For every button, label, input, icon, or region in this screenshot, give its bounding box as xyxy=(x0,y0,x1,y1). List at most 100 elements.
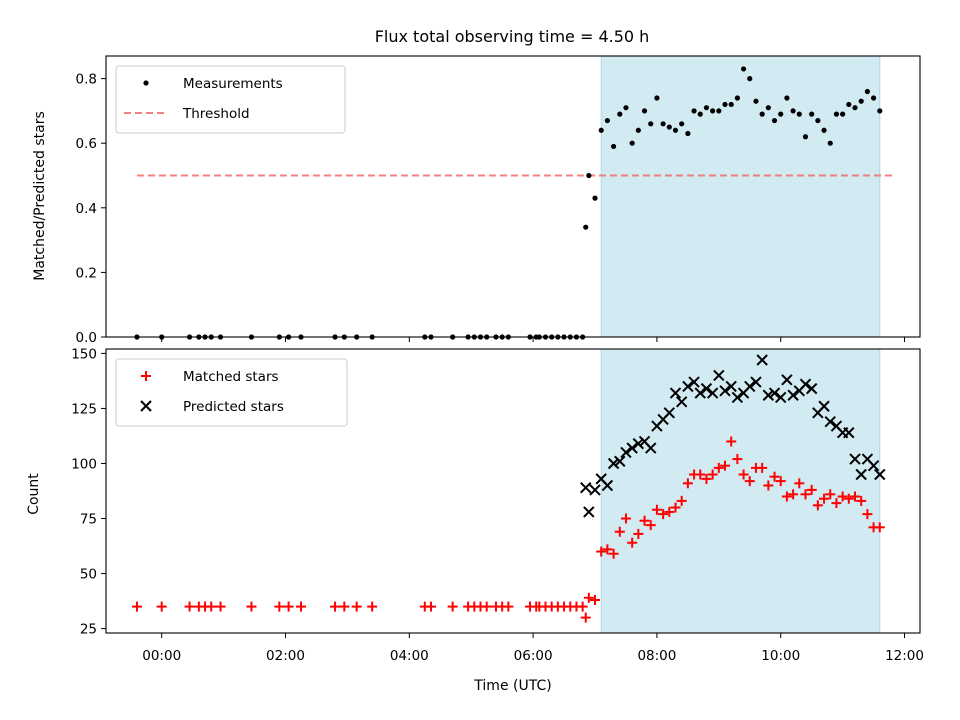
marker-stroke xyxy=(713,369,725,382)
y-tick-label: 100 xyxy=(71,456,97,472)
data-point xyxy=(707,469,718,480)
data-point xyxy=(641,108,648,114)
legend: Measurements Threshold xyxy=(115,65,346,134)
legend-label: Predicted stars xyxy=(183,399,284,415)
data-point xyxy=(765,105,771,111)
legend-label: Measurements xyxy=(183,76,283,92)
marker-stroke xyxy=(607,457,620,470)
x-tick-label: 10:00 xyxy=(761,648,800,664)
data-point xyxy=(867,459,880,472)
y-tick-label: 125 xyxy=(71,401,97,417)
data-point xyxy=(580,481,592,494)
marker-stroke xyxy=(638,435,651,448)
data-point xyxy=(602,544,613,555)
data-point xyxy=(601,479,614,492)
marker-stroke xyxy=(620,446,632,459)
data-point xyxy=(583,506,595,518)
marker-stroke xyxy=(855,468,867,481)
bottom-panel: 25 50 75 100 125 150 00:00 02:00 04:00 06:00 08:00… xyxy=(71,346,924,664)
data-point xyxy=(676,495,687,506)
data-point xyxy=(710,108,716,114)
data-point xyxy=(614,455,626,467)
data-point xyxy=(818,400,830,412)
data-point xyxy=(864,88,870,95)
x-tick-label: 00:00 xyxy=(142,648,181,664)
data-point xyxy=(685,130,691,137)
data-point xyxy=(753,98,759,104)
data-point xyxy=(664,506,675,517)
data-point xyxy=(719,385,731,397)
data-point xyxy=(703,105,710,111)
marker-stroke xyxy=(818,400,830,412)
y-tick-label: 0.2 xyxy=(76,265,97,281)
marker-stroke xyxy=(601,479,614,492)
data-point xyxy=(694,387,706,399)
data-point xyxy=(586,172,592,179)
marker-stroke xyxy=(706,387,719,399)
data-point xyxy=(744,476,755,487)
data-point xyxy=(769,471,780,482)
data-point xyxy=(682,380,694,393)
data-point xyxy=(670,502,681,513)
data-point xyxy=(732,454,743,465)
data-point xyxy=(589,484,601,496)
marker-stroke xyxy=(805,382,818,395)
data-point xyxy=(691,108,697,114)
data-point xyxy=(856,495,867,506)
data-point xyxy=(819,493,830,504)
top-panel: 0.0 0.2 0.4 0.6 0.8 Measurements Threshold xyxy=(76,55,921,346)
data-point xyxy=(840,111,846,117)
marker-stroke xyxy=(744,380,756,393)
data-point xyxy=(663,407,676,419)
data-point xyxy=(734,95,740,101)
y-tick-label: 0.6 xyxy=(76,136,97,152)
marker-stroke xyxy=(756,354,768,366)
data-point xyxy=(596,546,607,557)
data-point xyxy=(805,382,818,395)
data-point xyxy=(744,380,756,393)
data-point xyxy=(283,601,294,612)
marker-stroke xyxy=(849,453,861,465)
data-point xyxy=(654,95,660,101)
observing-window-span xyxy=(600,348,881,634)
data-point xyxy=(850,491,861,502)
marker-stroke xyxy=(874,468,886,481)
data-point xyxy=(759,111,765,117)
data-point xyxy=(604,117,610,124)
data-point xyxy=(731,391,744,404)
marker-stroke xyxy=(669,387,682,399)
data-point xyxy=(339,601,350,612)
data-point xyxy=(747,76,753,82)
data-point xyxy=(580,612,591,623)
data-point xyxy=(781,491,792,502)
chart-title: Flux total observing time = 4.50 h xyxy=(375,27,650,46)
data-point xyxy=(682,478,693,489)
data-point xyxy=(738,469,749,480)
marker-stroke xyxy=(867,459,880,472)
data-point xyxy=(794,478,805,489)
marker-stroke xyxy=(768,387,781,399)
data-point xyxy=(679,121,685,127)
data-point xyxy=(590,594,601,605)
marker-stroke xyxy=(663,407,676,419)
data-point xyxy=(799,378,812,390)
marker-stroke xyxy=(750,376,762,388)
data-point xyxy=(608,548,619,559)
legend-symbol xyxy=(143,80,149,86)
data-point xyxy=(610,143,617,150)
data-point xyxy=(815,117,821,124)
marker-stroke xyxy=(140,400,152,412)
x-tick-label: 12:00 xyxy=(885,648,924,664)
marker-stroke xyxy=(861,453,874,465)
data-point xyxy=(629,140,635,146)
data-point xyxy=(651,504,662,515)
x-axis-label: Time (UTC) xyxy=(473,678,551,694)
data-point xyxy=(635,127,641,133)
data-point xyxy=(784,95,790,101)
data-point xyxy=(762,389,775,401)
marker-stroke xyxy=(830,420,843,432)
data-point xyxy=(827,140,833,146)
data-point xyxy=(778,111,784,117)
marker-stroke xyxy=(580,481,592,494)
